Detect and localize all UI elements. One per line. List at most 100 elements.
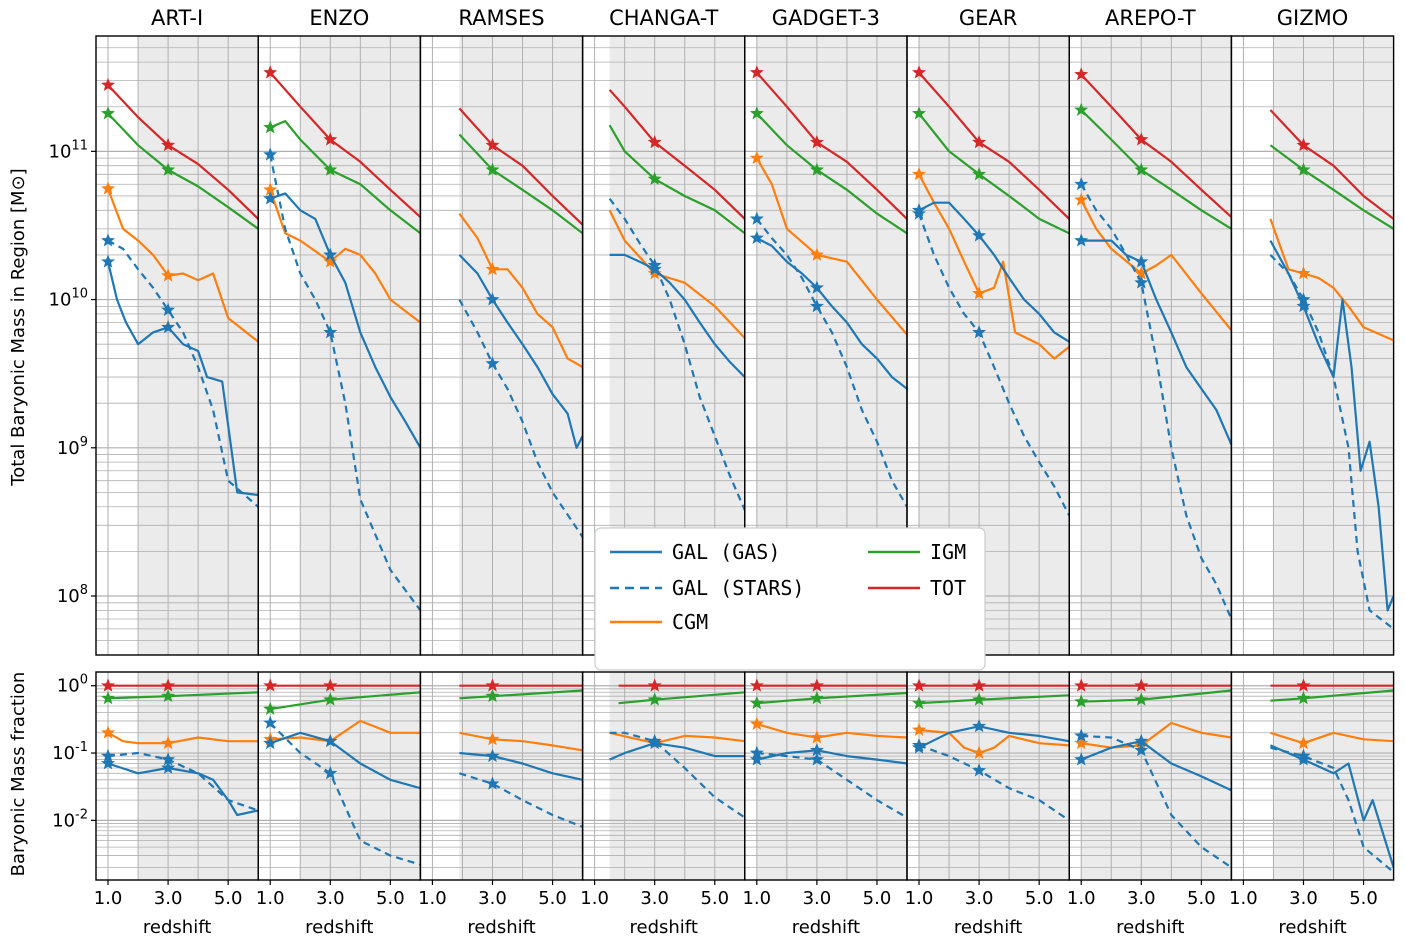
marker-f-cgm — [485, 731, 500, 746]
x-axis-label: redshift — [1116, 917, 1184, 938]
series-stars — [755, 218, 907, 508]
series-tot — [1080, 73, 1232, 218]
x-axis-label: redshift — [305, 917, 373, 938]
legend-label: IGM — [930, 540, 966, 564]
marker-gas — [161, 319, 176, 334]
marker-igm — [972, 166, 987, 181]
series-tot — [269, 71, 421, 218]
marker-stars — [809, 298, 824, 313]
marker-f-gas — [809, 742, 824, 757]
marker-igm — [161, 162, 176, 176]
marker-f-stars — [1134, 742, 1149, 757]
marker-f-stars — [323, 765, 338, 780]
marker-igm — [647, 171, 662, 185]
marker-cgm — [100, 181, 115, 195]
marker-cgm — [1074, 192, 1089, 206]
series-stars — [1080, 183, 1232, 620]
series-gas — [609, 253, 745, 378]
fraction-gas — [459, 751, 583, 781]
series-gas — [1081, 239, 1232, 446]
marker-igm — [263, 120, 278, 134]
marker-cgm — [161, 268, 176, 282]
fraction-cgm — [756, 722, 907, 739]
y-tick-labels: 108 109 1010 1011 100 10-1 10-2 — [49, 138, 96, 831]
marker-f-tot — [263, 678, 278, 692]
marker-f-igm — [1134, 692, 1149, 706]
fraction-gas — [269, 731, 421, 790]
marker-stars — [1134, 275, 1149, 289]
lines-top — [1074, 67, 1232, 620]
y-axis-label-top: Total Baryonic Mass in Region [M⊙] — [8, 168, 29, 486]
marker-f-gas — [1296, 752, 1311, 766]
panel-title: CHANGA-T — [609, 6, 718, 30]
marker-tot — [1134, 132, 1149, 146]
x-tick: 5.0 — [376, 888, 405, 909]
marker-f-cgm — [161, 735, 176, 750]
lines-bottom — [263, 678, 421, 866]
series-gas — [269, 192, 421, 449]
panel-titles: ART-I ENZO RAMSES CHANGA-T GADGET-3 GEAR AREPO… — [151, 6, 1348, 30]
x-tick: 3.0 — [640, 888, 669, 909]
fraction-cgm — [918, 728, 1070, 755]
marker-f-igm — [647, 692, 662, 706]
marker-gas — [263, 191, 278, 205]
x-axis-label: redshift — [467, 917, 535, 938]
fraction-gas — [918, 725, 1070, 749]
marker-tot — [647, 134, 662, 149]
fraction-gas — [756, 749, 907, 765]
shade-bottom — [609, 672, 745, 880]
panel-1 — [257, 35, 422, 885]
panel-4 — [744, 35, 908, 885]
marker-f-tot — [100, 678, 115, 692]
marker-f-igm — [1074, 694, 1089, 708]
panel-6 — [1068, 35, 1233, 885]
x-tick: 5.0 — [1187, 888, 1216, 909]
fraction-gas — [107, 762, 259, 817]
panel-title: GIZMO — [1277, 6, 1349, 30]
x-tick: 3.0 — [316, 888, 345, 909]
marker-f-tot — [749, 678, 764, 692]
marker-cgm — [972, 286, 987, 300]
marker-gas — [647, 261, 662, 276]
panel-title: AREPO-T — [1105, 6, 1196, 30]
panel-title: ART-I — [151, 6, 203, 30]
marker-tot — [485, 137, 500, 152]
marker-gas — [1074, 233, 1089, 247]
x-tick: 5.0 — [1025, 888, 1054, 909]
marker-f-stars — [972, 763, 987, 777]
marker-f-igm — [972, 692, 987, 706]
marker-f-igm — [911, 695, 926, 710]
x-tick: 5.0 — [538, 888, 567, 909]
series-igm — [756, 112, 907, 235]
x-tick: 3.0 — [478, 888, 507, 909]
marker-f-tot — [323, 678, 338, 692]
marker-f-cgm — [101, 725, 115, 739]
x-tick: 5.0 — [1349, 888, 1378, 909]
series-tot — [755, 71, 907, 220]
marker-gas — [485, 292, 500, 306]
series-cgm — [918, 173, 1070, 360]
lines-top — [458, 107, 583, 538]
lines-bottom — [749, 678, 907, 819]
series-gas — [918, 201, 1070, 343]
lines-top — [911, 65, 1070, 516]
x-tick: 3.0 — [154, 888, 183, 909]
frame-bottom — [1230, 671, 1395, 881]
marker-f-gas — [323, 733, 338, 748]
series-igm — [107, 112, 259, 230]
marker-stars — [972, 325, 987, 339]
marker-igm — [749, 106, 764, 120]
marker-stars — [749, 211, 764, 225]
marker-f-tot — [809, 678, 824, 692]
x-axis-label: redshift — [792, 917, 860, 938]
series-gas — [458, 254, 583, 449]
marker-f-gas — [485, 748, 500, 763]
series-gas — [756, 237, 907, 390]
fraction-gas — [1080, 740, 1232, 792]
marker-f-gas — [749, 752, 764, 766]
y-tick: 100 — [57, 673, 88, 697]
x-tick: 3.0 — [965, 888, 994, 909]
fraction-cgm — [1081, 721, 1232, 749]
marker-f-gas — [100, 756, 115, 770]
series-cgm — [1080, 199, 1232, 331]
